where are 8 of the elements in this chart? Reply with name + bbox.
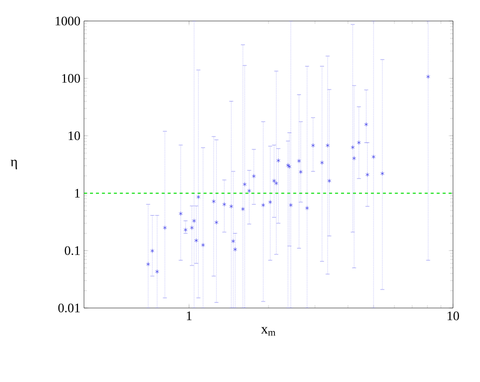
x-axis-title: x$_{m}$ xyxy=(261,327,276,336)
y-tick-label: 10 xyxy=(68,131,80,140)
y-tick-label: 100 xyxy=(62,74,80,83)
y-axis-title: η xyxy=(10,160,18,170)
y-tick-label: 1000 xyxy=(56,16,80,26)
y-tick-label: 0.01 xyxy=(58,304,80,312)
y-tick-label: 1 xyxy=(75,188,80,198)
y-tick-label: 0.1 xyxy=(64,246,80,256)
